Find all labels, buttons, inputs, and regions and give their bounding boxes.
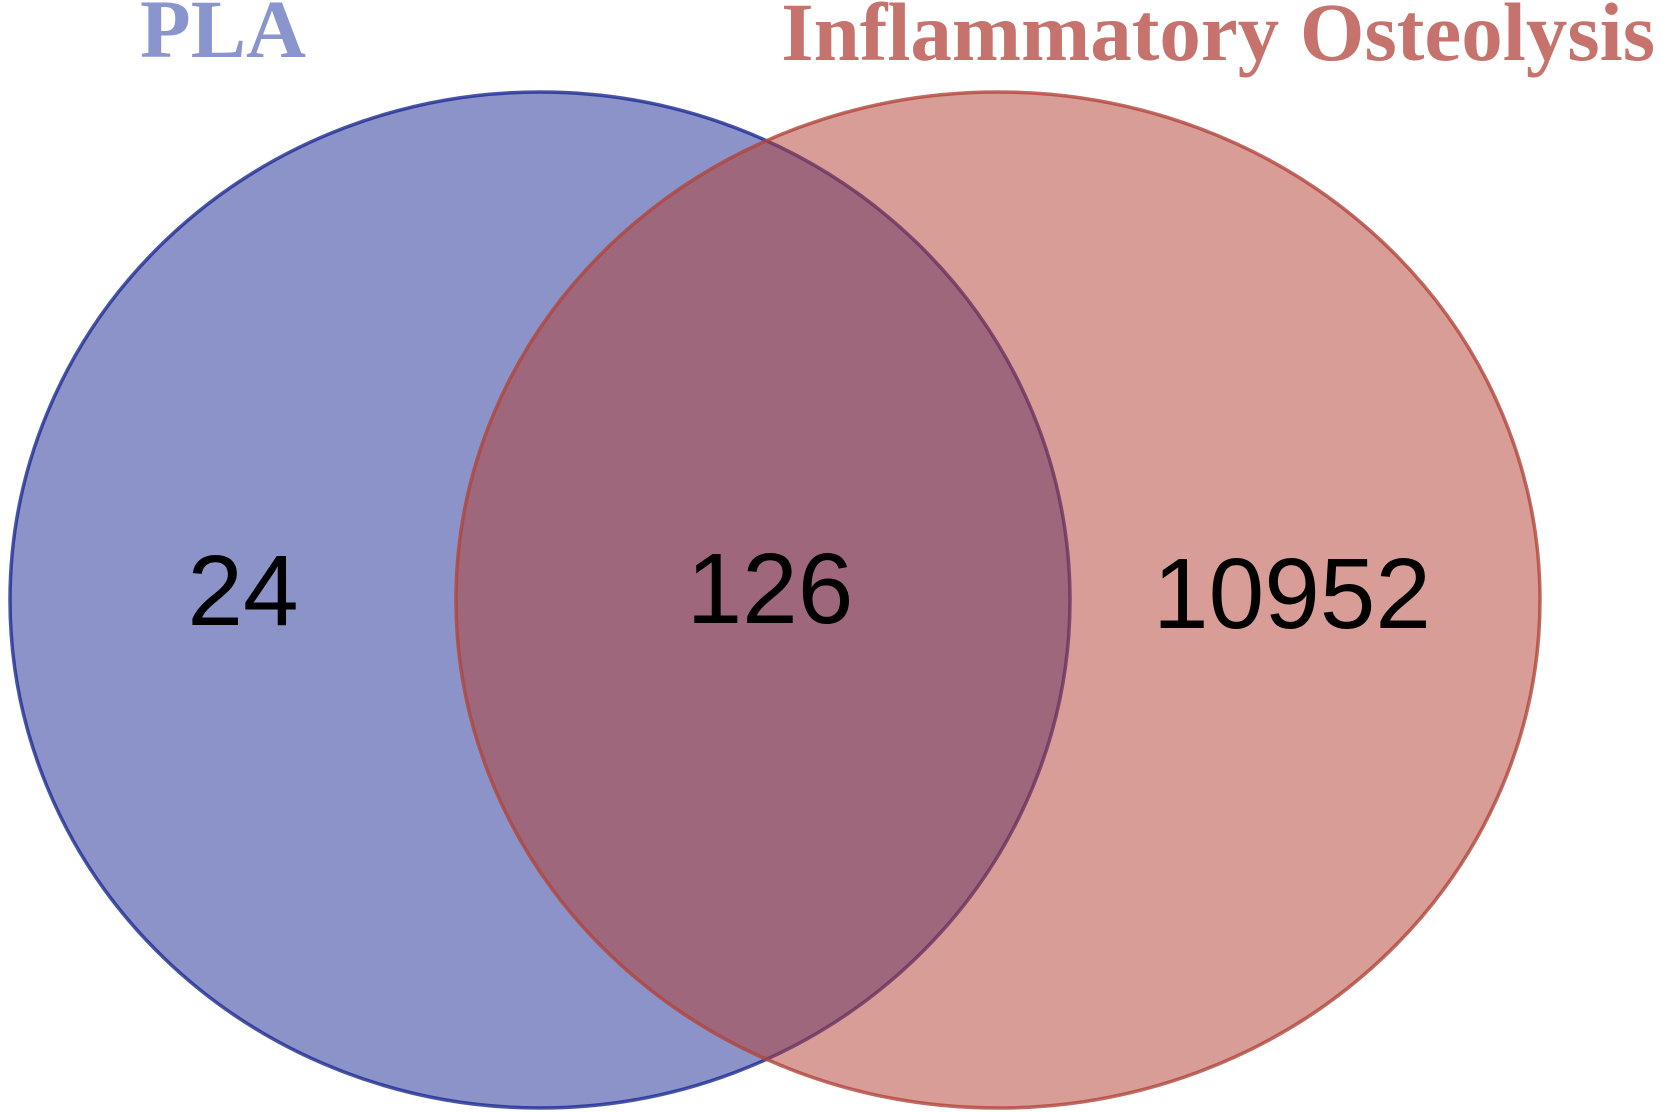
- set-label-pla: PLA: [140, 0, 306, 75]
- count-intersection: 126: [686, 533, 854, 645]
- venn-circle-inflammatory-osteolysis: [454, 90, 1542, 1110]
- count-osteolysis-only: 10952: [1152, 538, 1432, 650]
- count-pla-only: 24: [187, 535, 299, 647]
- set-label-inflammatory-osteolysis: Inflammatory Osteolysis: [781, 0, 1655, 78]
